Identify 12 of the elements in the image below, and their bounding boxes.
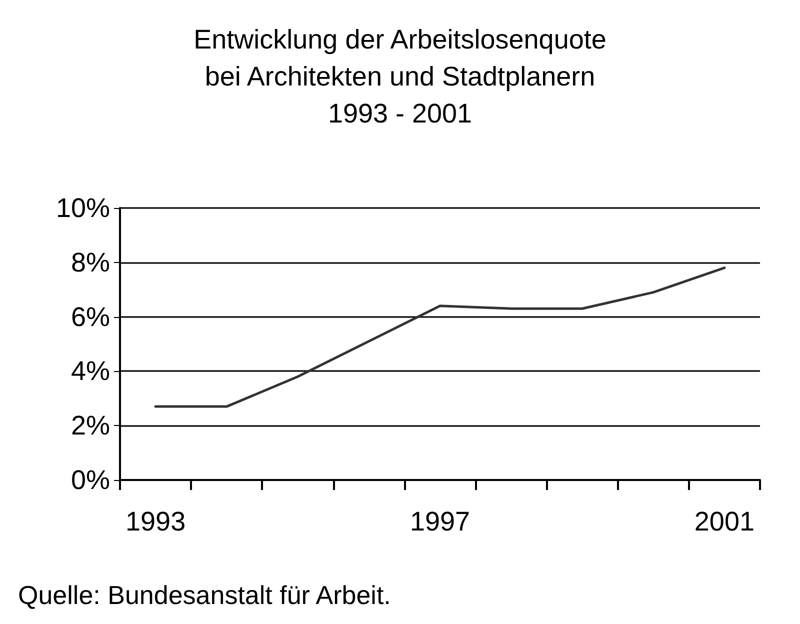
x-tick-label: 1997 — [410, 506, 470, 536]
line-series — [154, 266, 726, 408]
y-tick-label: 10% — [56, 193, 110, 223]
chart-title: Entwicklung der Arbeitslosenquote bei Architekten und Stadtplanern 1993 - 2001 — [194, 24, 606, 128]
y-tick-label: 2% — [70, 410, 110, 441]
y-tick-label: 0% — [70, 465, 110, 495]
y-tick-label: 8% — [70, 247, 110, 278]
x-tick-label: 2001 — [694, 506, 754, 536]
y-tick-label: 4% — [70, 356, 110, 386]
x-tick-label: 1993 — [126, 506, 186, 536]
y-tick-label: 6% — [70, 302, 110, 332]
source-note: Quelle: Bundesanstalt für Arbeit. — [18, 580, 391, 610]
